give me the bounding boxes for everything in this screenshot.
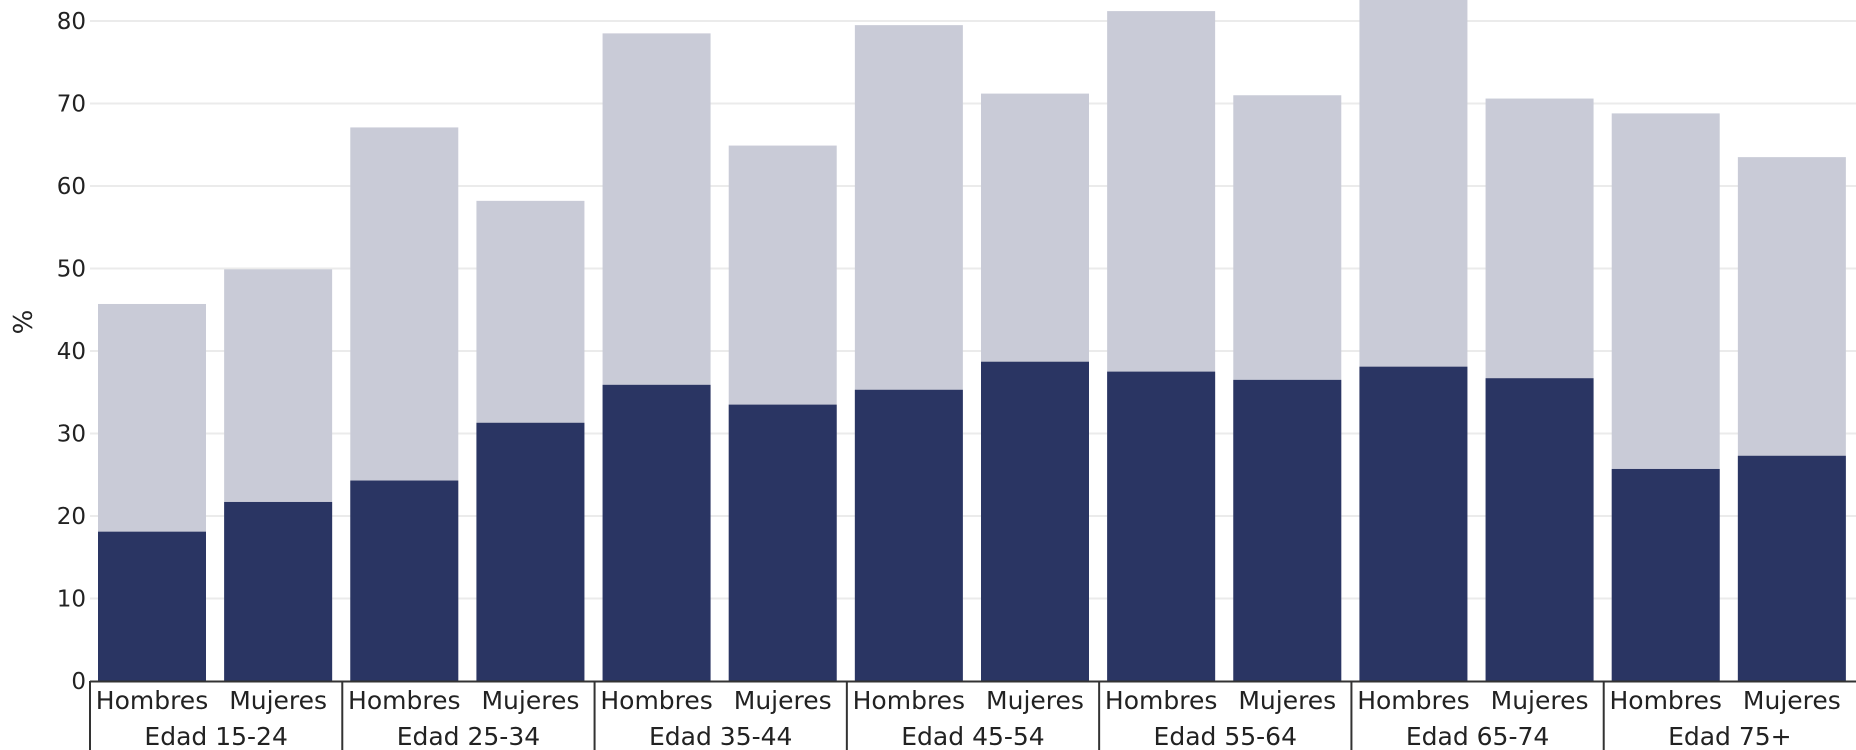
y-tick-label: 20 [57, 504, 86, 530]
y-axis-ticks: 0 10 20 30 40 50 60 70 80 [57, 9, 86, 695]
group-label: Edad 45-54 [901, 722, 1044, 750]
bars [98, 0, 1846, 682]
y-tick-label: 70 [57, 92, 86, 118]
group-label: Edad 65-74 [1406, 722, 1549, 750]
y-axis-title: % [9, 310, 39, 335]
subcategory-label: Hombres [1609, 686, 1721, 715]
group-label: Edad 15-24 [144, 722, 287, 750]
y-tick-label: 40 [57, 339, 86, 365]
subcategory-label: Hombres [96, 686, 208, 715]
subcategory-label: Mujeres [1238, 686, 1336, 715]
subcategory-label: Mujeres [481, 686, 579, 715]
group-label: Edad 55-64 [1154, 722, 1297, 750]
bar-inner [1107, 371, 1216, 681]
y-tick-label: 0 [71, 669, 86, 695]
subcategory-label: Mujeres [1743, 686, 1841, 715]
subcategory-label: Mujeres [229, 686, 327, 715]
bar-inner [981, 361, 1089, 681]
subcategory-label: Hombres [600, 686, 712, 715]
y-tick-label: 50 [57, 257, 86, 283]
y-tick-label: 60 [57, 174, 86, 200]
bar-inner [350, 480, 459, 681]
subcategory-label: Mujeres [986, 686, 1084, 715]
bar-inner [602, 384, 711, 681]
group-label: Edad 75+ [1668, 722, 1792, 750]
bar-inner [1485, 378, 1594, 681]
subcategory-label: Hombres [348, 686, 460, 715]
subcategory-label: Hombres [1105, 686, 1217, 715]
bar-inner [476, 422, 585, 681]
bar-inner [1611, 468, 1720, 681]
y-tick-label: 10 [57, 587, 86, 613]
bar-inner [728, 404, 837, 681]
bar-inner [1737, 455, 1846, 681]
y-tick-label: 80 [57, 9, 86, 35]
subcategory-label: Hombres [1357, 686, 1469, 715]
bar-inner [1233, 379, 1342, 681]
group-label: Edad 35-44 [649, 722, 792, 750]
subcategory-label: Mujeres [734, 686, 832, 715]
x-axis-labels: Hombres Mujeres Edad 15-24 Hombres Mujeres Ed… [96, 686, 1841, 750]
bar-inner [224, 501, 333, 681]
bar-inner [854, 389, 963, 681]
subcategory-label: Mujeres [1491, 686, 1589, 715]
subcategory-label: Hombres [853, 686, 965, 715]
bar-inner [98, 531, 206, 681]
bar-inner [1359, 366, 1468, 681]
x-axis [89, 680, 1856, 750]
group-label: Edad 25-34 [397, 722, 540, 750]
y-tick-label: 30 [57, 422, 86, 448]
